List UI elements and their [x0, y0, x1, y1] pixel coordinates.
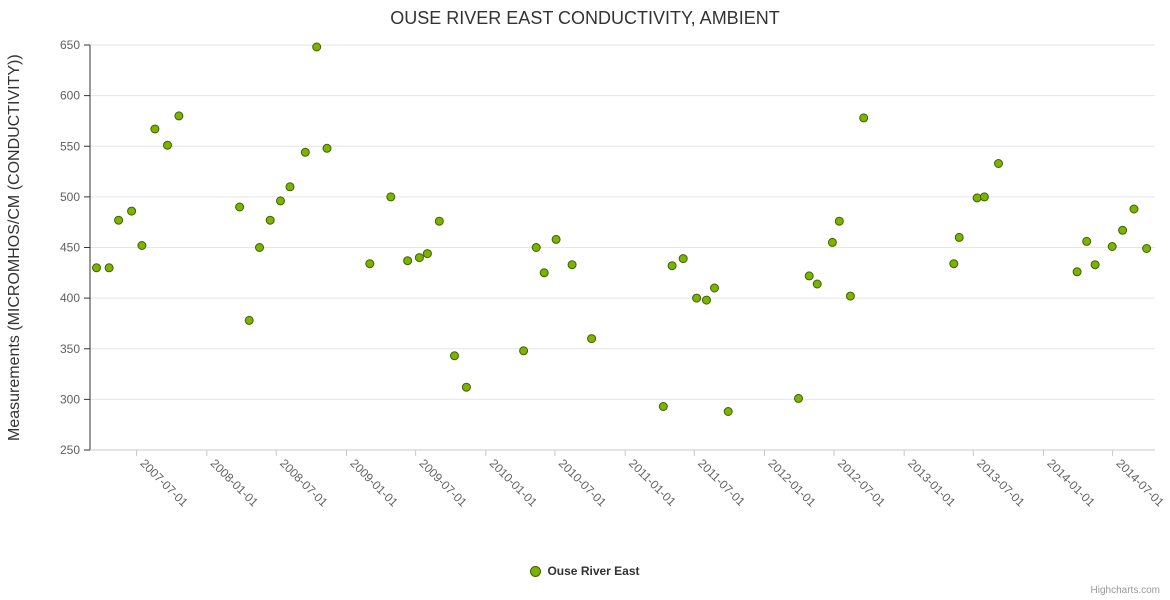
x-axis-tick-label: 2011-07-01: [695, 456, 748, 509]
data-point[interactable]: [386, 192, 396, 202]
data-point[interactable]: [276, 196, 285, 206]
data-point[interactable]: [979, 192, 989, 202]
data-point[interactable]: [1082, 236, 1092, 246]
y-axis-tick-label: 550: [60, 139, 80, 153]
y-axis-tick-label: 300: [60, 392, 80, 406]
y-axis-tick-label: 350: [60, 342, 80, 356]
y-axis-tick-label: 250: [60, 443, 80, 457]
data-point[interactable]: [92, 263, 101, 273]
data-point[interactable]: [1107, 242, 1117, 251]
data-point[interactable]: [723, 407, 733, 416]
data-point[interactable]: [127, 206, 137, 216]
data-point[interactable]: [954, 232, 964, 242]
x-axis-tick-label: 2013-01-01: [905, 456, 959, 510]
data-point[interactable]: [1072, 267, 1082, 277]
data-point[interactable]: [539, 268, 549, 278]
data-point[interactable]: [658, 402, 668, 411]
data-point[interactable]: [804, 271, 814, 281]
data-point[interactable]: [150, 124, 160, 134]
data-point[interactable]: [403, 256, 413, 266]
y-axis-tick-label: 400: [60, 291, 80, 305]
data-point[interactable]: [1129, 204, 1139, 214]
data-point[interactable]: [1142, 244, 1152, 253]
x-axis-tick-label: 2011-01-01: [626, 456, 679, 509]
data-point[interactable]: [322, 143, 332, 153]
data-point[interactable]: [265, 215, 275, 225]
data-point[interactable]: [845, 291, 855, 301]
data-point[interactable]: [312, 42, 322, 52]
data-point[interactable]: [1090, 260, 1100, 270]
data-point[interactable]: [827, 237, 837, 247]
x-axis-tick-label: 2008-07-01: [277, 456, 331, 510]
data-point[interactable]: [702, 295, 711, 305]
data-point[interactable]: [244, 315, 254, 325]
data-point[interactable]: [163, 140, 172, 150]
data-point[interactable]: [587, 334, 597, 344]
data-point[interactable]: [667, 261, 677, 271]
x-axis-tick-label: 2012-07-01: [835, 456, 889, 510]
data-point[interactable]: [365, 259, 375, 269]
data-point[interactable]: [531, 243, 541, 252]
data-point[interactable]: [137, 241, 147, 250]
data-point[interactable]: [104, 263, 114, 273]
y-axis-tick-label: 650: [60, 38, 80, 52]
legend-series-label: Ouse River East: [547, 564, 640, 578]
data-point[interactable]: [972, 193, 982, 203]
highcharts-credits-link[interactable]: Highcharts.com: [1090, 585, 1160, 596]
data-point[interactable]: [461, 382, 471, 392]
x-axis-tick-label: 2009-07-01: [416, 456, 470, 510]
y-axis-tick-label: 600: [60, 89, 80, 103]
data-point[interactable]: [519, 346, 529, 356]
data-point[interactable]: [300, 147, 310, 157]
x-axis-tick-label: 2010-01-01: [487, 456, 541, 510]
data-point[interactable]: [285, 182, 295, 192]
y-axis-tick-label: 450: [60, 241, 80, 255]
data-point[interactable]: [255, 243, 264, 252]
data-point[interactable]: [994, 159, 1003, 168]
legend-marker-icon: [530, 565, 542, 577]
data-point[interactable]: [174, 111, 184, 121]
data-point[interactable]: [1118, 225, 1128, 235]
data-point[interactable]: [567, 260, 577, 270]
data-point[interactable]: [949, 259, 959, 269]
data-point[interactable]: [678, 254, 688, 264]
x-axis-tick-label: 2010-07-01: [556, 456, 610, 510]
data-point[interactable]: [235, 202, 245, 212]
data-point[interactable]: [422, 249, 432, 259]
data-point[interactable]: [114, 215, 124, 225]
data-point[interactable]: [551, 234, 561, 244]
chart-title: OUSE RIVER EAST CONDUCTIVITY, AMBIENT: [390, 8, 780, 28]
x-axis-tick-label: 2008-01-01: [208, 456, 262, 510]
data-point[interactable]: [812, 279, 822, 289]
y-axis-tick-label: 500: [60, 190, 80, 204]
x-axis-tick-label: 2012-01-01: [765, 456, 819, 510]
data-point[interactable]: [434, 216, 444, 226]
x-axis-tick-label: 2014-07-01: [1114, 456, 1168, 510]
x-axis-tick-label: 2007-07-01: [137, 456, 191, 510]
data-point[interactable]: [450, 351, 459, 361]
legend-item[interactable]: Ouse River East: [0, 564, 1170, 578]
data-point[interactable]: [710, 283, 719, 293]
data-point[interactable]: [414, 253, 424, 263]
x-axis-tick-label: 2014-01-01: [1044, 456, 1098, 510]
x-axis-tick-label: 2013-07-01: [974, 456, 1028, 510]
x-axis-tick-label: 2009-01-01: [347, 456, 401, 510]
data-point[interactable]: [834, 216, 844, 226]
data-point[interactable]: [692, 293, 702, 303]
data-point[interactable]: [859, 113, 869, 123]
data-point[interactable]: [794, 393, 803, 403]
